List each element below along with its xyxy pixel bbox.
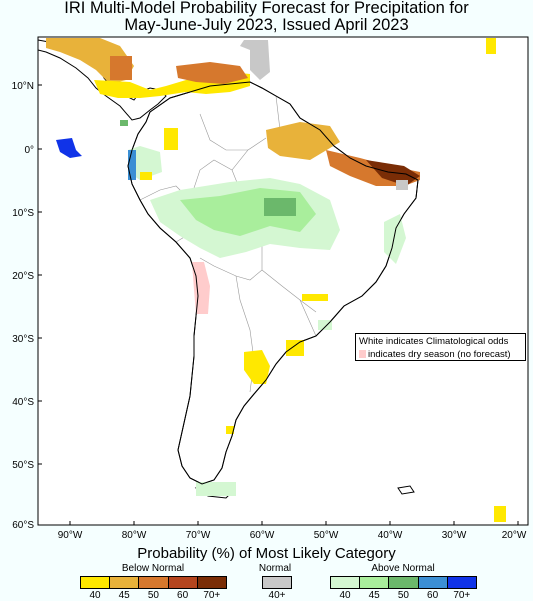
above-40-uruguay (318, 320, 332, 330)
below-40-peru (140, 172, 152, 180)
below-normal-swatch-label: 50 (147, 590, 159, 601)
lon-label: 40°W (378, 530, 403, 541)
lon-label: 60°W (250, 530, 275, 541)
lat-label: 60°S (12, 520, 34, 531)
legend-title: Probability (%) of Most Likely Category (137, 545, 396, 562)
lon-label: 30°W (442, 530, 467, 541)
normal-swatch (262, 576, 293, 589)
lon-label: 50°W (314, 530, 339, 541)
falklands (397, 485, 415, 495)
above-normal-swatch-label: 50 (397, 590, 409, 601)
below-40-parana (302, 294, 328, 301)
above-60-ecuador (128, 150, 136, 180)
coastline (127, 81, 419, 485)
title-line-1: IRI Multi-Model Probability Forecast for… (64, 0, 469, 17)
map-title: IRI Multi-Model Probability Forecast for… (0, 0, 533, 34)
normal-caribbean (240, 40, 270, 80)
lat-label: 10°N (12, 81, 34, 92)
lat-label: 10°S (12, 208, 34, 219)
below-40-south-atlantic (494, 506, 506, 522)
lon-label: 70°W (186, 530, 211, 541)
above-50-colombia (120, 120, 128, 126)
above-normal-swatch-label: 45 (368, 590, 380, 601)
axis-ticks (38, 84, 519, 525)
below-normal-swatch (167, 576, 198, 589)
lat-labels: 10°N 0° 10°S 20°S 30°S 40°S 50°S 60°S (12, 81, 35, 531)
lat-label: 50°S (12, 460, 34, 471)
below-normal-swatch (138, 576, 169, 589)
lon-labels: 90°W 80°W 70°W 60°W 50°W 40°W 30°W 20°W (58, 530, 527, 541)
below-normal-swatch (196, 576, 227, 589)
below-normal-swatch (80, 576, 111, 589)
above-normal-swatch-label: 70+ (453, 590, 471, 601)
below-40-colombia (164, 128, 178, 150)
lon-label: 80°W (122, 530, 147, 541)
above-normal-swatch (417, 576, 448, 589)
below-40-atlantic (486, 38, 496, 54)
normal-ne-brazil (396, 180, 408, 190)
below-normal-swatch-label: 45 (118, 590, 130, 601)
above-normal-swatch (330, 576, 361, 589)
lat-label: 20°S (12, 271, 34, 282)
below-normal-label: Below Normal (121, 563, 185, 574)
legend-note-box: White indicates Climatological odds indi… (355, 333, 526, 361)
lat-label: 40°S (12, 397, 34, 408)
note-line-2: indicates dry season (no forecast) (368, 349, 511, 360)
below-40-patagonia (226, 426, 234, 434)
above-normal-swatch (359, 576, 390, 589)
dry-season-swatch (359, 350, 366, 359)
below-normal-swatch (109, 576, 140, 589)
note-line-1: White indicates Climatological odds (359, 336, 509, 347)
note-line-2-wrap: indicates dry season (no forecast) (359, 348, 522, 361)
lat-label: 0° (24, 145, 34, 156)
lon-label: 90°W (58, 530, 83, 541)
normal-swatch-label: 40+ (268, 590, 286, 601)
above-normal-swatch-label: 60 (427, 590, 439, 601)
below-normal-swatch-label: 60 (177, 590, 189, 601)
above-70-galapagos (56, 138, 82, 158)
below-50-mexico (110, 56, 132, 80)
below-normal-swatch-label: 70+ (203, 590, 221, 601)
above-normal-shading (56, 120, 406, 496)
dry-season-atacama (192, 262, 210, 314)
above-normal-swatch (446, 576, 477, 589)
below-40-uruguay (286, 340, 304, 356)
above-40-east-brazil (384, 214, 406, 264)
above-normal-swatch-label: 40 (339, 590, 351, 601)
above-40-ecuador (128, 146, 162, 180)
below-50-caribbean (176, 62, 248, 84)
normal-label: Normal (258, 563, 292, 574)
above-normal-label: Above Normal (371, 563, 435, 574)
below-40-argentina (244, 350, 270, 384)
dry-season-shading (192, 262, 210, 314)
title-line-2: May-June-July 2023, Issued April 2023 (124, 16, 409, 34)
lon-label: 20°W (502, 530, 527, 541)
below-normal-shading (46, 38, 506, 522)
above-50-region (264, 198, 296, 216)
lat-label: 30°S (12, 334, 34, 345)
below-normal-swatch-label: 40 (89, 590, 101, 601)
above-40-tdf (196, 482, 236, 496)
normal-shading (240, 40, 408, 190)
above-normal-swatch (388, 576, 419, 589)
